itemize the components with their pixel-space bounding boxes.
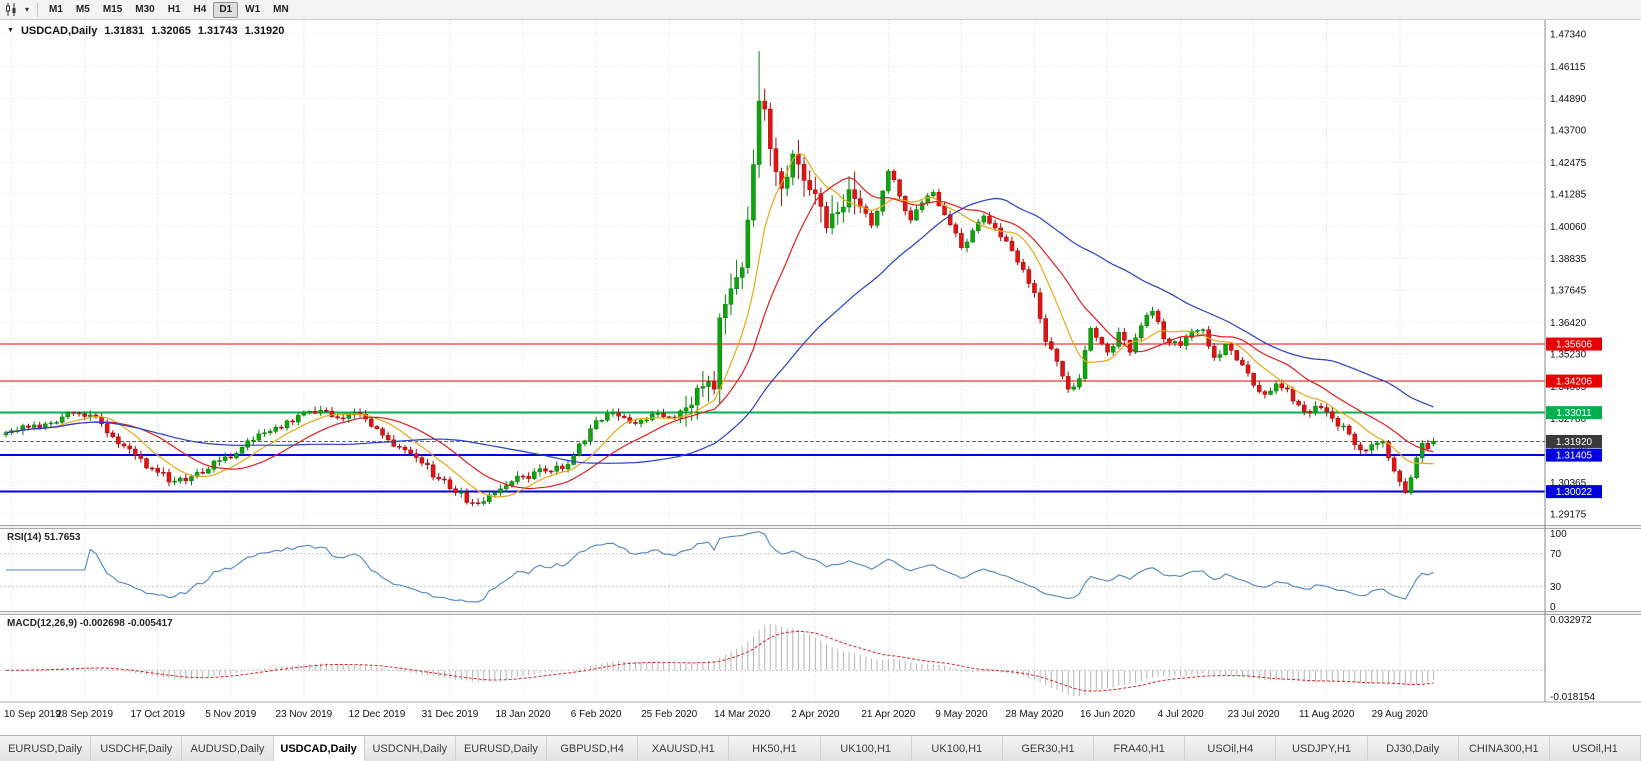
tab-uk100-h1[interactable]: UK100,H1 bbox=[820, 736, 912, 761]
timeframe-button-h4[interactable]: H4 bbox=[193, 3, 207, 15]
toolbar: ▾ M1 M5 M15 M30 H1 H4 D1 W1 MN bbox=[0, 0, 1641, 20]
svg-text:1.35606: 1.35606 bbox=[1556, 340, 1593, 351]
tab-usdchf-daily[interactable]: USDCHF,Daily bbox=[91, 736, 183, 761]
svg-text:1.34206: 1.34206 bbox=[1556, 377, 1593, 388]
horizontal-level-lines[interactable] bbox=[0, 343, 1545, 493]
svg-text:70: 70 bbox=[1550, 549, 1562, 560]
svg-text:1.36420: 1.36420 bbox=[1550, 318, 1587, 329]
timeframe-button-m15[interactable]: M15 bbox=[102, 3, 123, 15]
svg-text:1.32780: 1.32780 bbox=[1550, 414, 1587, 425]
timeframe-button-mn[interactable]: MN bbox=[273, 3, 289, 15]
toolbar-separator bbox=[37, 2, 39, 17]
svg-text:14 Mar 2020: 14 Mar 2020 bbox=[714, 709, 771, 720]
svg-text:28 Sep 2019: 28 Sep 2019 bbox=[56, 709, 113, 720]
svg-text:1.44890: 1.44890 bbox=[1550, 94, 1587, 105]
svg-text:28 May 2020: 28 May 2020 bbox=[1006, 709, 1064, 720]
svg-text:1.30022: 1.30022 bbox=[1556, 487, 1593, 498]
tab-usoil-h1[interactable]: USOil,H1 bbox=[1549, 736, 1641, 761]
chart-area: 10 Sep 2019 28 Sep 2019 17 Oct 2019 5 Nov 2… bbox=[0, 20, 1641, 735]
price-axis[interactable]: 1.47340 1.46115 1.44890 1.43700 1.42475 1.412… bbox=[1550, 30, 1587, 521]
svg-text:1.35230: 1.35230 bbox=[1550, 350, 1587, 361]
tab-eurusd-daily[interactable]: EURUSD,Daily bbox=[0, 736, 92, 761]
tab-eurusd-daily[interactable]: EURUSD,Daily bbox=[455, 736, 548, 761]
svg-text:6 Feb 2020: 6 Feb 2020 bbox=[571, 709, 622, 720]
svg-text:1.31405: 1.31405 bbox=[1556, 451, 1593, 462]
svg-text:100: 100 bbox=[1550, 529, 1567, 540]
svg-text:18 Jan 2020: 18 Jan 2020 bbox=[496, 709, 551, 720]
rsi-panel: 100 70 30 0 bbox=[0, 529, 1567, 613]
svg-text:1.47340: 1.47340 bbox=[1550, 30, 1587, 41]
svg-text:1.38835: 1.38835 bbox=[1550, 254, 1587, 265]
svg-text:25 Feb 2020: 25 Feb 2020 bbox=[641, 709, 698, 720]
svg-text:21 Apr 2020: 21 Apr 2020 bbox=[861, 709, 915, 720]
tab-fra40-h1[interactable]: FRA40,H1 bbox=[1094, 736, 1186, 761]
timeframe-button-m5[interactable]: M5 bbox=[75, 3, 90, 15]
svg-text:23 Jul 2020: 23 Jul 2020 bbox=[1228, 709, 1280, 720]
chart-tabs: EURUSD,Daily USDCHF,Daily AUDUSD,Daily USDC… bbox=[0, 735, 1641, 761]
svg-text:1.40060: 1.40060 bbox=[1550, 222, 1587, 233]
candles-layer bbox=[3, 51, 1436, 507]
svg-text:10 Sep 2019: 10 Sep 2019 bbox=[4, 709, 61, 720]
svg-text:4 Jul 2020: 4 Jul 2020 bbox=[1158, 709, 1205, 720]
svg-text:17 Oct 2019: 17 Oct 2019 bbox=[130, 709, 185, 720]
svg-text:5 Nov 2019: 5 Nov 2019 bbox=[205, 709, 257, 720]
chart-type-dropdown-caret-icon[interactable]: ▾ bbox=[25, 4, 30, 14]
svg-text:1.33011: 1.33011 bbox=[1556, 408, 1592, 419]
svg-text:1.37645: 1.37645 bbox=[1550, 286, 1587, 297]
svg-text:29 Aug 2020: 29 Aug 2020 bbox=[1372, 709, 1429, 720]
svg-text:23 Nov 2019: 23 Nov 2019 bbox=[276, 709, 333, 720]
tab-usoil-h4[interactable]: USOil,H4 bbox=[1185, 736, 1277, 761]
timeframe-button-m30[interactable]: M30 bbox=[135, 3, 155, 15]
price-tags: 1.35606 1.34206 1.33011 1.31405 1.30022 1.319… bbox=[1546, 337, 1602, 499]
tab-china300-h1[interactable]: CHINA300,H1 bbox=[1458, 736, 1550, 761]
tab-uk100-h1[interactable]: UK100,H1 bbox=[911, 736, 1003, 761]
timeframe-button-h1[interactable]: H1 bbox=[167, 3, 181, 15]
timeframe-button-w1[interactable]: W1 bbox=[245, 3, 261, 15]
svg-text:11 Aug 2020: 11 Aug 2020 bbox=[1299, 709, 1355, 720]
tab-xauusd-h1[interactable]: XAUUSD,H1 bbox=[638, 736, 730, 761]
svg-text:1.30365: 1.30365 bbox=[1550, 478, 1587, 489]
svg-text:1.29175: 1.29175 bbox=[1550, 510, 1587, 521]
svg-text:16 Jun 2020: 16 Jun 2020 bbox=[1080, 709, 1135, 720]
svg-text:1.43700: 1.43700 bbox=[1550, 126, 1587, 137]
svg-text:2 Apr 2020: 2 Apr 2020 bbox=[791, 709, 840, 720]
moving-averages-layer bbox=[5, 152, 1434, 498]
svg-text:30: 30 bbox=[1550, 582, 1562, 593]
svg-text:0.032972: 0.032972 bbox=[1550, 615, 1592, 626]
tab-dj30-daily[interactable]: DJ30,Daily bbox=[1367, 736, 1459, 761]
tab-audusd-daily[interactable]: AUDUSD,Daily bbox=[182, 736, 274, 761]
svg-text:31 Dec 2019: 31 Dec 2019 bbox=[422, 709, 479, 720]
macd-panel: 0.032972 -0.018154 bbox=[0, 615, 1595, 703]
timeframe-buttons: M1 M5 M15 M30 H1 H4 D1 W1 MN bbox=[43, 1, 295, 18]
svg-text:1.31920: 1.31920 bbox=[1556, 437, 1593, 448]
timeframe-button-m1[interactable]: M1 bbox=[49, 3, 63, 15]
svg-text:1.46115: 1.46115 bbox=[1550, 62, 1586, 73]
tab-usdcnh-daily[interactable]: USDCNH,Daily bbox=[364, 736, 456, 761]
svg-text:-0.018154: -0.018154 bbox=[1550, 692, 1595, 703]
svg-text:1.41285: 1.41285 bbox=[1550, 190, 1587, 201]
svg-text:9 May 2020: 9 May 2020 bbox=[935, 709, 988, 720]
tab-ger30-h1[interactable]: GER30,H1 bbox=[1002, 736, 1095, 761]
tab-usdjpy-h1[interactable]: USDJPY,H1 bbox=[1276, 736, 1368, 761]
candlestick-chart-icon[interactable] bbox=[3, 2, 21, 18]
tab-hk50-h1[interactable]: HK50,H1 bbox=[729, 736, 821, 761]
timeframe-button-d1[interactable]: D1 bbox=[213, 1, 239, 18]
tab-usdcad-daily[interactable]: USDCAD,Daily bbox=[273, 736, 365, 761]
svg-text:12 Dec 2019: 12 Dec 2019 bbox=[349, 709, 406, 720]
svg-text:1.42475: 1.42475 bbox=[1550, 158, 1587, 169]
tab-gbpusd-h4[interactable]: GBPUSD,H4 bbox=[547, 736, 639, 761]
svg-text:0: 0 bbox=[1550, 602, 1556, 613]
